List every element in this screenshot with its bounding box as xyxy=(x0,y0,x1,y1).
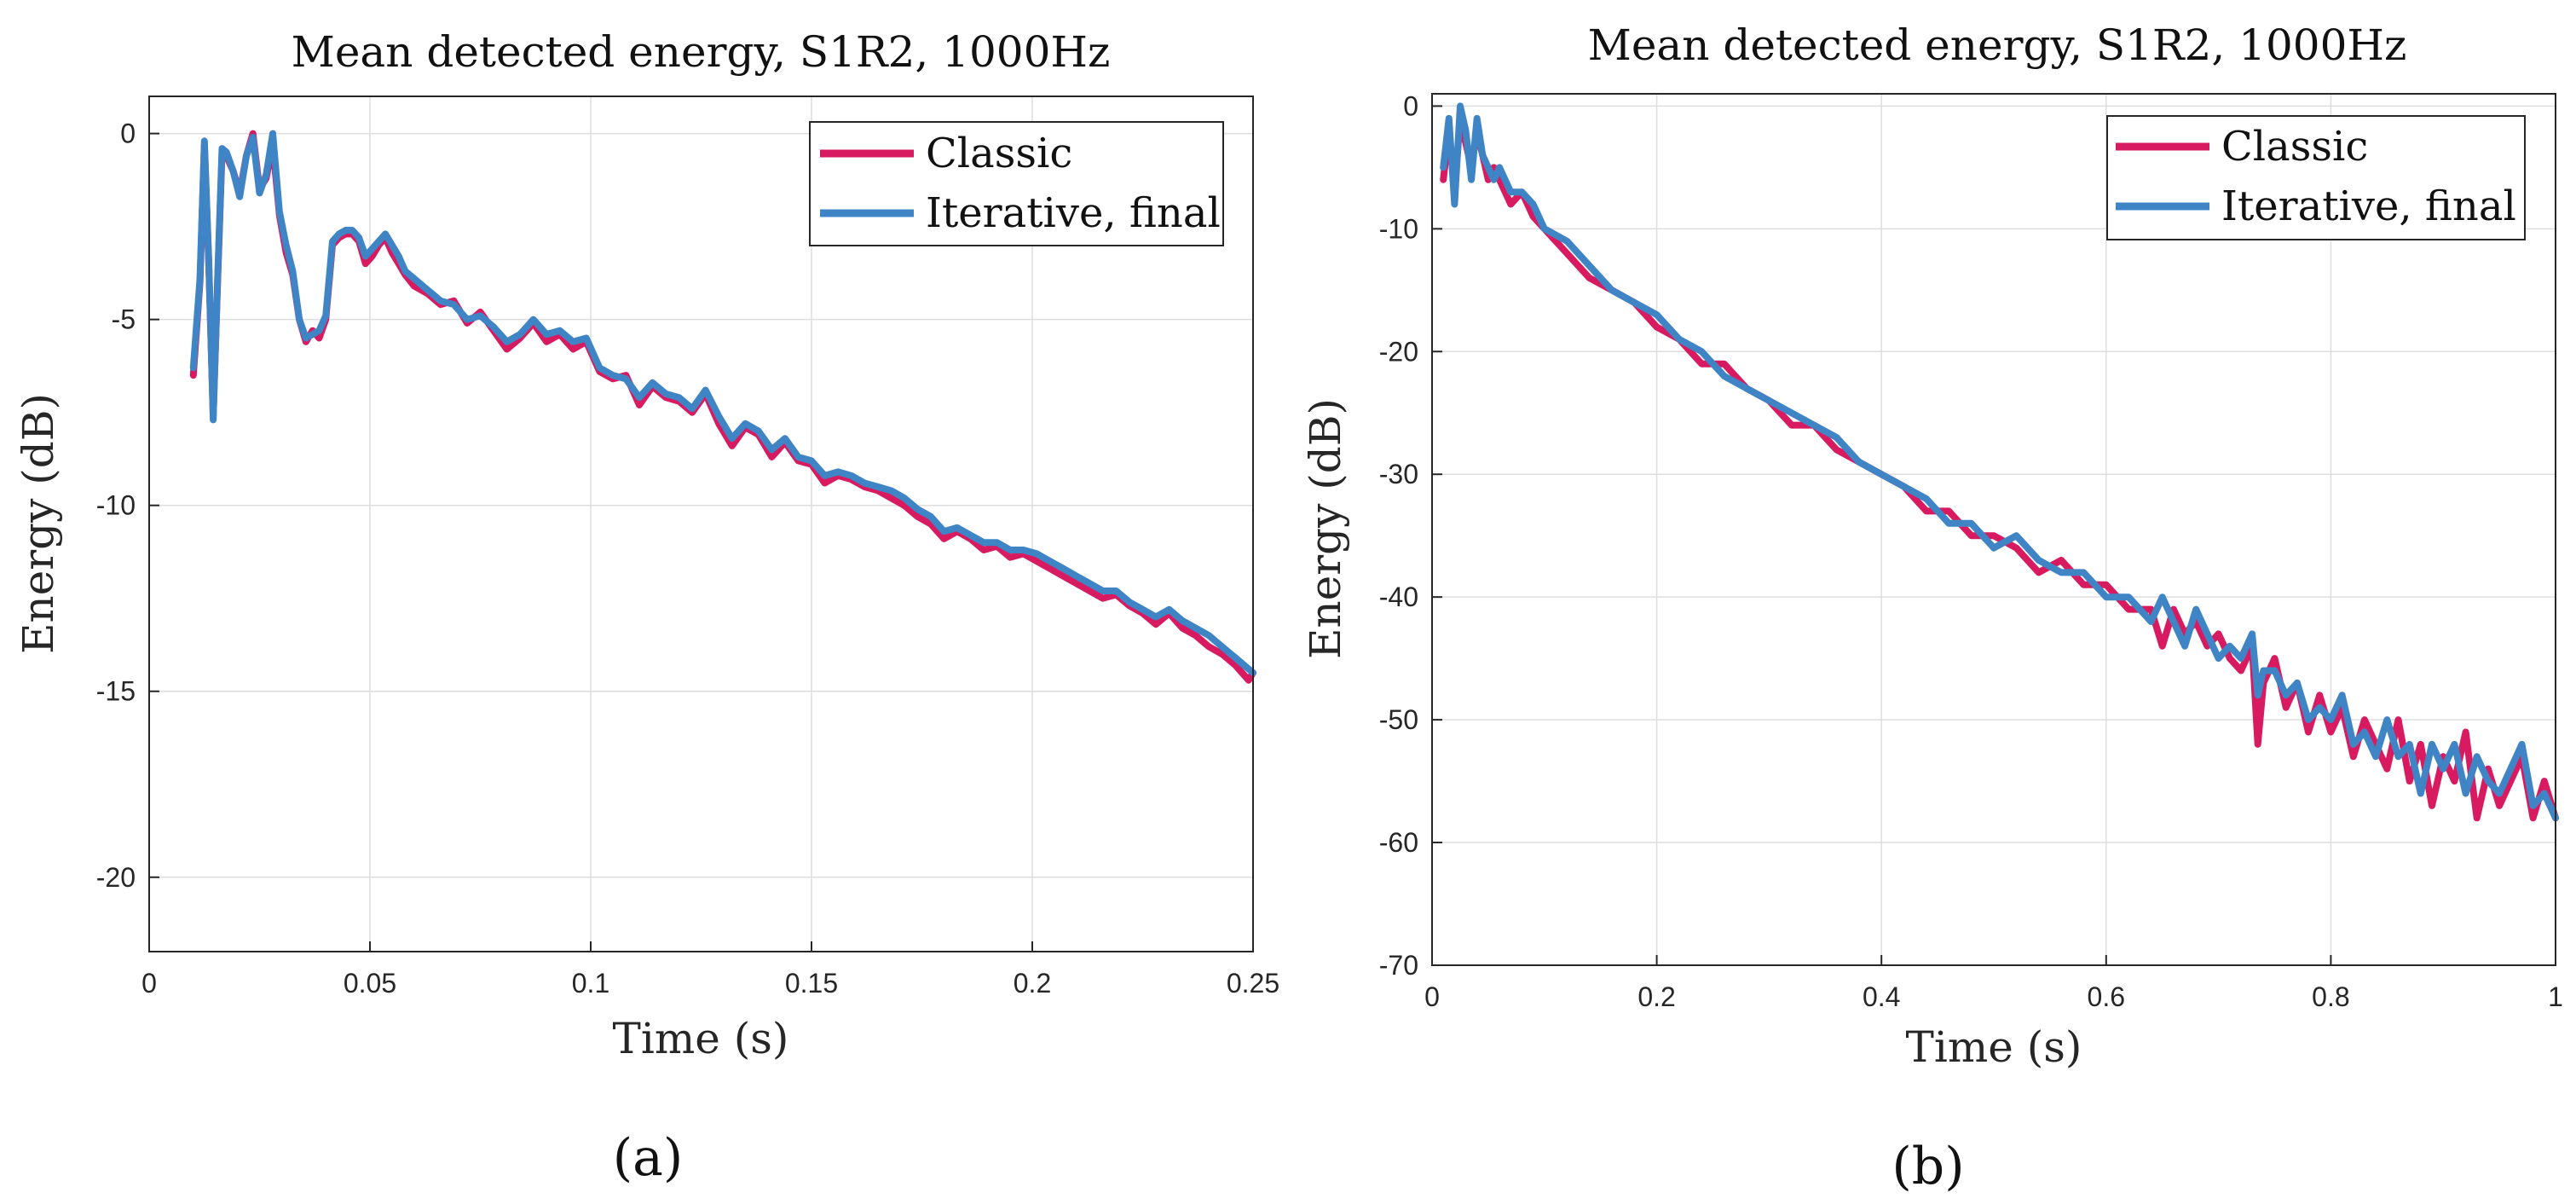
x-tick-label-a-2: 0.1 xyxy=(572,968,609,999)
y-tick-label-b-2: -20 xyxy=(1379,336,1418,367)
x-tick-label-b-3: 0.6 xyxy=(2088,981,2125,1012)
chart-title-b: Mean detected energy, S1R2, 1000Hz xyxy=(1588,20,2407,70)
y-tick-label-b-0: 0 xyxy=(1403,90,1418,121)
x-tick-label-a-1: 0.05 xyxy=(344,968,396,999)
x-tick-label-b-4: 0.8 xyxy=(2312,981,2349,1012)
y-tick-label-a-0: 0 xyxy=(120,119,136,149)
legend-label-iterative-b: Iterative, final xyxy=(2221,182,2516,230)
x-tick-label-b-1: 0.2 xyxy=(1637,981,1675,1012)
series-layer-a xyxy=(189,130,1256,684)
y-tick-label-a-3: -15 xyxy=(96,676,136,707)
y-axis-label-a: Energy (dB) xyxy=(14,393,63,654)
chart-panel-a: Mean detected energy, S1R2, 1000Hz 0 0.05… xyxy=(14,27,1279,1188)
series-line-b-iterative xyxy=(1440,102,2559,822)
tick-layer-b: 0 0.2 0.4 0.6 0.8 1 0 -10 -20 -30 -40 -50 -60 -70 xyxy=(1379,90,2563,1012)
y-tick-label-a-4: -20 xyxy=(96,862,136,893)
x-tick-label-a-0: 0 xyxy=(142,968,157,999)
x-axis-label-b: Time (s) xyxy=(1906,1022,2082,1072)
legend-label-classic-a: Classic xyxy=(926,130,1072,177)
x-tick-label-a-5: 0.25 xyxy=(1227,968,1279,999)
panel-label-a: (a) xyxy=(613,1128,684,1188)
y-tick-label-a-1: -5 xyxy=(112,304,136,335)
plot-border-b xyxy=(1431,93,2556,966)
x-tick-label-a-3: 0.15 xyxy=(785,968,838,999)
chart-title-a: Mean detected energy, S1R2, 1000Hz xyxy=(292,27,1111,77)
legend-label-classic-b: Classic xyxy=(2221,123,2368,171)
x-tick-label-b-5: 1 xyxy=(2548,981,2563,1012)
series-layer-b xyxy=(1440,102,2559,822)
y-tick-label-b-7: -70 xyxy=(1379,950,1418,981)
y-axis-label-b: Energy (dB) xyxy=(1301,398,1350,659)
y-tick-label-b-4: -40 xyxy=(1379,582,1418,612)
y-tick-label-a-2: -10 xyxy=(96,490,136,521)
y-tick-label-b-3: -30 xyxy=(1379,459,1418,489)
y-tick-label-b-1: -10 xyxy=(1379,213,1418,244)
y-tick-label-b-5: -50 xyxy=(1379,704,1418,735)
legend-box-a xyxy=(809,121,1224,246)
x-tick-label-b-2: 0.4 xyxy=(1863,981,1900,1012)
legend-a: Classic Iterative, final xyxy=(809,121,1224,246)
x-tick-label-b-0: 0 xyxy=(1424,981,1440,1012)
series-line-a-iterative xyxy=(189,130,1256,676)
y-tick-label-b-6: -60 xyxy=(1379,827,1418,858)
legend-b: Classic Iterative, final xyxy=(2106,115,2526,240)
legend-box-b xyxy=(2106,115,2526,240)
plot-border-a xyxy=(148,96,1254,952)
legend-label-iterative-a: Iterative, final xyxy=(926,189,1221,237)
series-line-b-classic xyxy=(1440,114,2559,822)
tick-layer-a: 0 0.05 0.1 0.15 0.2 0.25 0 -5 -10 -15 -20 xyxy=(96,96,1279,999)
chart-panel-b: Mean detected energy, S1R2, 1000Hz 0 0.2 0… xyxy=(1301,20,2563,1196)
panel-label-b: (b) xyxy=(1892,1137,1964,1196)
x-tick-label-a-4: 0.2 xyxy=(1014,968,1051,999)
x-axis-label-a: Time (s) xyxy=(613,1014,789,1063)
